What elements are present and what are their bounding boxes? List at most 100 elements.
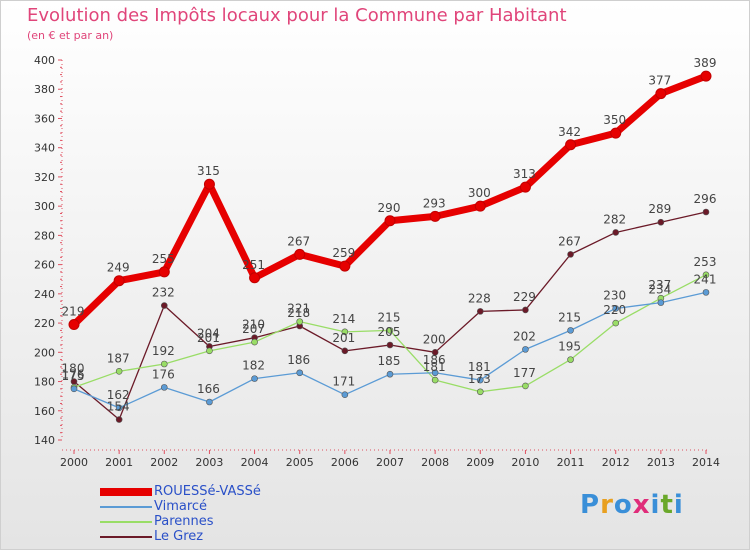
data-label: 282 (603, 212, 626, 226)
data-label: 205 (378, 325, 401, 339)
x-tick-label: 2001 (105, 456, 133, 469)
data-point (160, 302, 168, 309)
data-label: 154 (107, 400, 130, 414)
legend-swatch (100, 488, 152, 496)
logo-letter: P (580, 490, 601, 520)
legend-swatch (100, 506, 152, 508)
y-tick-label: 280 (34, 229, 55, 242)
legend-label: Parennes (154, 514, 214, 529)
logo-letter: t (660, 490, 674, 520)
data-label: 219 (62, 305, 85, 319)
x-tick-label: 2004 (241, 456, 269, 469)
data-label: 249 (107, 261, 130, 275)
y-tick-label: 240 (34, 288, 55, 301)
data-point (206, 398, 213, 406)
data-label: 186 (423, 353, 446, 367)
y-tick-label: 180 (34, 376, 55, 389)
data-label: 237 (648, 278, 671, 292)
data-label: 234 (648, 283, 671, 297)
x-tick-label: 2006 (331, 456, 359, 469)
data-point (519, 181, 531, 193)
y-tick-label: 260 (34, 259, 55, 272)
data-point (476, 388, 484, 396)
data-label: 218 (287, 306, 310, 320)
legend-label: Vimarcé (154, 499, 208, 514)
x-tick-label: 2003 (195, 456, 223, 469)
legend-swatch (100, 536, 152, 538)
data-label: 315 (197, 164, 220, 178)
data-label: 207 (242, 322, 265, 336)
data-point (474, 200, 486, 212)
data-point (610, 127, 622, 139)
data-label: 181 (423, 360, 446, 374)
data-point (341, 391, 349, 398)
data-point (386, 327, 394, 334)
data-point (522, 346, 529, 353)
x-tick-label: 2007 (376, 456, 404, 469)
data-label: 182 (242, 359, 265, 373)
data-label: 162 (107, 388, 130, 402)
data-label: 342 (558, 125, 581, 139)
logo-letter: r (600, 490, 614, 520)
chart-title: Evolution des Impôts locaux pour la Comm… (27, 5, 567, 26)
data-point (296, 369, 304, 377)
data-label: 267 (558, 234, 581, 248)
data-point (296, 318, 304, 325)
data-label: 214 (332, 312, 355, 326)
data-point (522, 382, 529, 390)
legend-swatch (100, 521, 152, 523)
data-label: 232 (152, 286, 175, 300)
y-tick-label: 340 (34, 142, 55, 155)
data-point (160, 384, 168, 391)
data-label: 210 (242, 318, 265, 332)
data-point (386, 341, 394, 349)
legend-label: Le Grez (154, 529, 204, 544)
data-label: 175 (62, 369, 85, 383)
data-label: 201 (197, 331, 220, 345)
data-label: 255 (152, 252, 175, 266)
x-tick-label: 2011 (557, 456, 585, 469)
data-label: 215 (558, 310, 581, 324)
data-point (657, 299, 665, 306)
x-tick-label: 2000 (60, 456, 88, 469)
logo-letter: i (650, 490, 661, 520)
data-label: 259 (332, 246, 355, 260)
y-tick-label: 160 (34, 405, 55, 418)
data-label: 389 (694, 56, 717, 70)
data-point (339, 260, 351, 272)
data-label: 290 (378, 201, 401, 215)
data-label: 173 (468, 372, 491, 386)
data-label: 215 (378, 310, 401, 324)
data-label: 185 (378, 354, 401, 368)
x-tick-label: 2010 (511, 456, 539, 469)
data-label: 171 (332, 375, 355, 389)
data-point (476, 308, 484, 315)
x-tick-label: 2008 (421, 456, 449, 469)
data-point (431, 376, 439, 384)
data-point (384, 215, 396, 227)
data-point (115, 368, 123, 375)
data-point (160, 360, 168, 368)
data-point (612, 229, 620, 236)
data-label: 202 (513, 329, 536, 343)
data-label: 176 (62, 367, 85, 381)
data-point (612, 305, 620, 312)
data-point (251, 375, 258, 382)
data-point (702, 271, 710, 279)
y-tick-label: 200 (34, 346, 55, 359)
data-point (431, 349, 439, 356)
data-point (341, 347, 349, 355)
data-point (251, 338, 258, 346)
data-label: 313 (513, 167, 536, 181)
data-label: 293 (423, 196, 446, 210)
data-point (70, 385, 78, 393)
x-tick-label: 2013 (647, 456, 675, 469)
data-label: 181 (468, 360, 491, 374)
data-point (115, 404, 123, 412)
data-point (565, 139, 577, 151)
data-point (294, 248, 306, 260)
proxiti-logo: Proxiti (580, 490, 684, 520)
data-label: 200 (423, 332, 446, 346)
data-point (158, 266, 170, 278)
